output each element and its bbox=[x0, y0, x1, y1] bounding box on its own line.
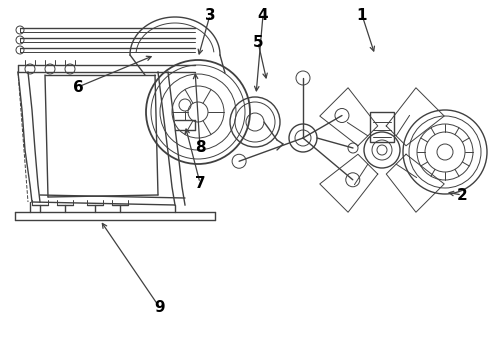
Text: 6: 6 bbox=[73, 80, 83, 95]
Text: 5: 5 bbox=[253, 35, 263, 50]
Text: 9: 9 bbox=[155, 301, 165, 315]
Text: 4: 4 bbox=[258, 8, 269, 23]
Text: 7: 7 bbox=[195, 176, 205, 190]
Text: 3: 3 bbox=[205, 8, 215, 23]
Text: 1: 1 bbox=[357, 8, 367, 23]
Text: 2: 2 bbox=[457, 188, 467, 202]
Text: 8: 8 bbox=[195, 140, 205, 154]
